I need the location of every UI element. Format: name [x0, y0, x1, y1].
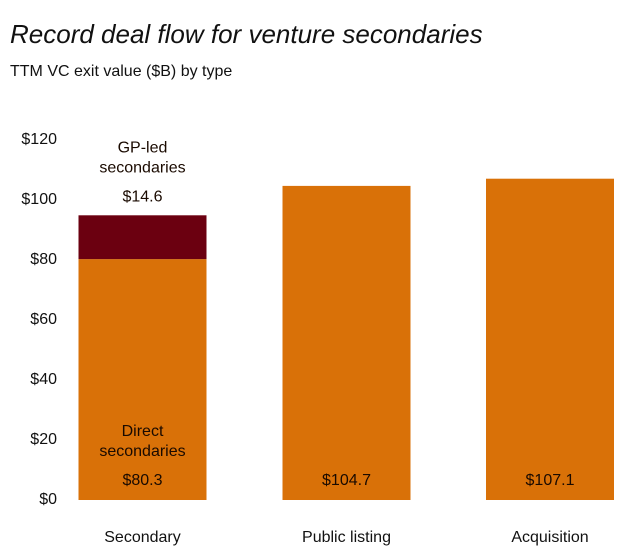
bar-segment: [486, 178, 614, 500]
bar-segment: [78, 259, 207, 500]
chart-title: Record deal flow for venture secondaries: [10, 19, 483, 49]
bar-segment: [282, 185, 411, 500]
value-label: $14.6: [122, 189, 162, 206]
series-label: Direct secondaries: [99, 423, 185, 460]
y-tick-label: $60: [30, 311, 57, 328]
y-tick-label: $120: [21, 131, 57, 148]
y-tick-label: $80: [30, 251, 57, 268]
value-label: $104.7: [322, 472, 371, 489]
series-label: GP-led secondaries: [99, 140, 185, 177]
bar-segment: [78, 215, 207, 260]
value-label: $107.1: [526, 472, 575, 489]
y-tick-label: $20: [30, 431, 57, 448]
x-tick-label: Secondary: [104, 529, 181, 546]
y-tick-label: $100: [21, 191, 57, 208]
value-label: $80.3: [122, 472, 162, 489]
x-tick-label: Acquisition: [511, 529, 588, 546]
x-tick-label: Public listing: [302, 529, 391, 546]
y-tick-label: $0: [39, 491, 57, 508]
y-tick-label: $40: [30, 371, 57, 388]
chart-subtitle: TTM VC exit value ($B) by type: [10, 63, 232, 80]
